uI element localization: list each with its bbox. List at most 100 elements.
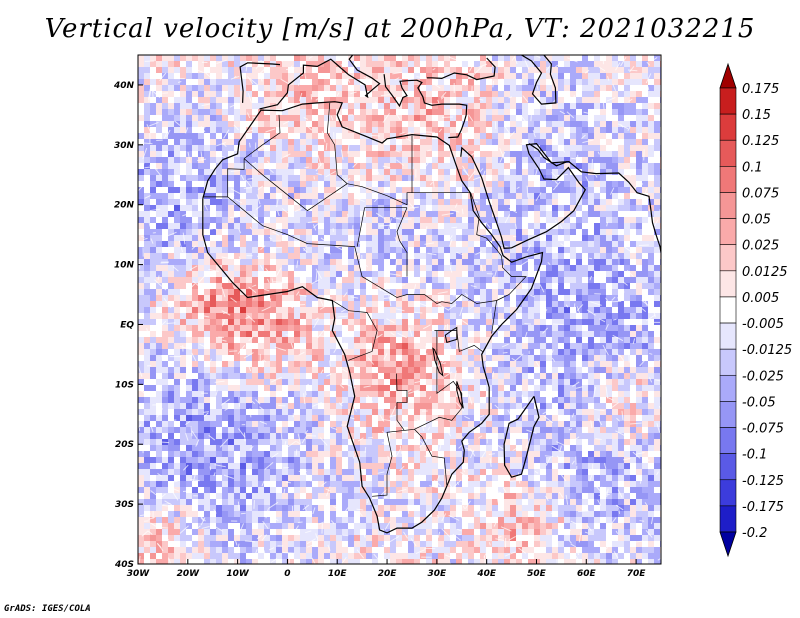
field-cell [594,163,600,169]
field-cell [654,355,660,361]
field-cell [192,343,198,349]
field-cell [186,133,192,139]
field-cell [270,289,276,295]
field-cell [504,229,510,235]
field-cell [192,301,198,307]
field-cell [558,187,564,193]
field-cell [186,103,192,109]
field-cell [462,73,468,79]
field-cell [540,97,546,103]
field-cell [546,103,552,109]
field-cell [438,235,444,241]
field-cell [378,379,384,385]
field-cell [258,343,264,349]
field-cell [630,253,636,259]
field-cell [264,343,270,349]
field-cell [288,289,294,295]
field-cell [444,235,450,241]
field-cell [570,253,576,259]
field-cell [648,133,654,139]
field-cell [468,187,474,193]
field-cell [414,295,420,301]
field-cell [582,265,588,271]
field-cell [456,61,462,67]
field-cell [510,313,516,319]
field-cell [582,343,588,349]
field-cell [138,79,144,85]
field-cell [396,193,402,199]
field-cell [504,193,510,199]
field-cell [294,127,300,133]
field-cell [480,343,486,349]
field-cell [642,241,648,247]
field-cell [168,181,174,187]
field-cell [300,289,306,295]
field-cell [222,85,228,91]
field-cell [258,133,264,139]
field-cell [168,109,174,115]
field-cell [426,283,432,289]
field-cell [456,187,462,193]
field-cell [234,157,240,163]
field-cell [636,91,642,97]
field-cell [618,211,624,217]
field-cell [510,151,516,157]
field-cell [420,319,426,325]
field-cell [420,55,426,61]
field-cell [558,295,564,301]
field-cell [198,247,204,253]
field-cell [348,193,354,199]
field-cell [174,307,180,313]
field-cell [420,181,426,187]
field-cell [426,193,432,199]
field-cell [156,307,162,313]
field-cell [366,199,372,205]
field-cell [228,175,234,181]
field-cell [588,151,594,157]
field-cell [162,253,168,259]
field-cell [198,271,204,277]
field-cell [504,319,510,325]
field-cell [348,55,354,61]
field-cell [378,193,384,199]
field-cell [624,223,630,229]
field-cell [198,391,204,397]
field-cell [288,115,294,121]
field-cell [504,325,510,331]
field-cell [390,295,396,301]
field-cell [408,211,414,217]
field-cell [288,139,294,145]
field-cell [402,289,408,295]
field-cell [420,163,426,169]
field-cell [210,199,216,205]
field-cell [570,103,576,109]
field-cell [486,355,492,361]
field-cell [138,271,144,277]
field-cell [492,61,498,67]
field-cell [306,211,312,217]
field-cell [612,121,618,127]
field-cell [360,85,366,91]
field-cell [582,175,588,181]
field-cell [612,331,618,337]
field-cell [246,127,252,133]
field-cell [426,91,432,97]
field-cell [294,61,300,67]
field-cell [618,355,624,361]
field-cell [648,127,654,133]
field-cell [300,139,306,145]
field-cell [636,235,642,241]
field-cell [378,355,384,361]
field-cell [420,325,426,331]
field-cell [168,319,174,325]
field-cell [642,271,648,277]
field-cell [294,97,300,103]
field-cell [318,253,324,259]
field-cell [474,265,480,271]
field-cell [570,247,576,253]
field-cell [138,325,144,331]
field-cell [648,217,654,223]
field-cell [624,337,630,343]
field-cell [480,79,486,85]
field-cell [150,205,156,211]
